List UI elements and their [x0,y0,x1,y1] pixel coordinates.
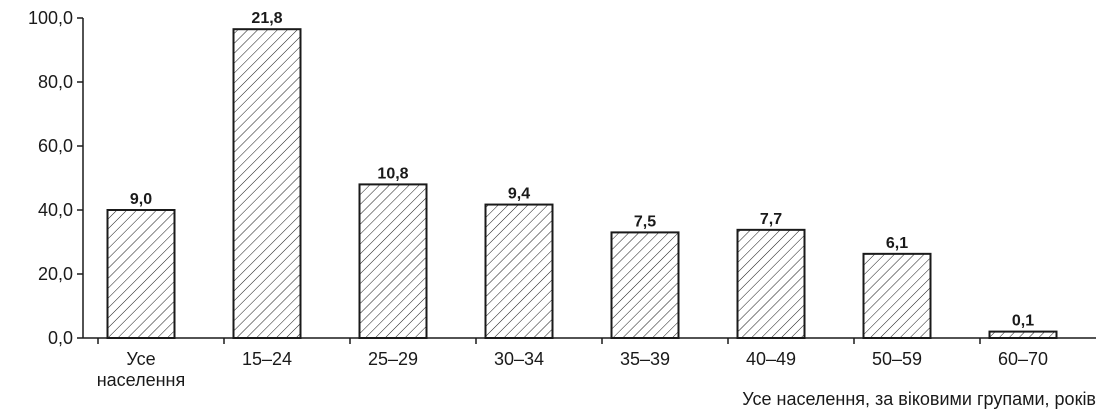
bar [358,183,428,339]
bar [232,28,302,339]
x-tick-label: 60–70 [998,349,1048,369]
bar [106,209,176,339]
bar [862,252,932,339]
x-tick-label: Усе населення [97,349,186,390]
data-labels: 9,0 21,8 10,8 9,4 7,5 7,7 6,1 0,1 [130,10,1034,329]
data-label: 6,1 [886,235,908,252]
x-axis-title: Усе населення, за віковими групами, рокі… [742,389,1096,409]
x-tick-label: 30–34 [494,349,544,369]
data-label: 9,4 [508,186,530,203]
data-label: 10,8 [377,165,408,182]
x-tick-label: 50–59 [872,349,922,369]
x-tick-label: 15–24 [242,349,292,369]
y-tick-label: 60,0 [38,136,73,156]
y-tick-label: 20,0 [38,264,73,284]
y-tick-label: 100,0 [28,8,73,28]
x-tick-label: 35–39 [620,349,670,369]
y-tick-label: 80,0 [38,72,73,92]
y-tick-label: 0,0 [48,328,73,348]
bar [484,203,554,339]
bar [736,228,806,339]
data-label: 7,7 [760,211,782,228]
bars-layer [106,28,1058,340]
y-tick-label: 40,0 [38,200,73,220]
x-tick-label: 25–29 [368,349,418,369]
y-ticks: 0,0 20,0 40,0 60,0 80,0 100,0 [28,8,83,348]
x-tick-label: 40–49 [746,349,796,369]
data-label: 7,5 [634,213,656,230]
data-label: 0,1 [1012,313,1034,330]
data-label: 9,0 [130,191,152,208]
bar [988,330,1058,340]
data-label: 21,8 [251,10,282,27]
x-ticks: Усе населення 15–24 25–29 30–34 35–39 40–49 50–… [97,338,1048,390]
bar [610,231,680,339]
